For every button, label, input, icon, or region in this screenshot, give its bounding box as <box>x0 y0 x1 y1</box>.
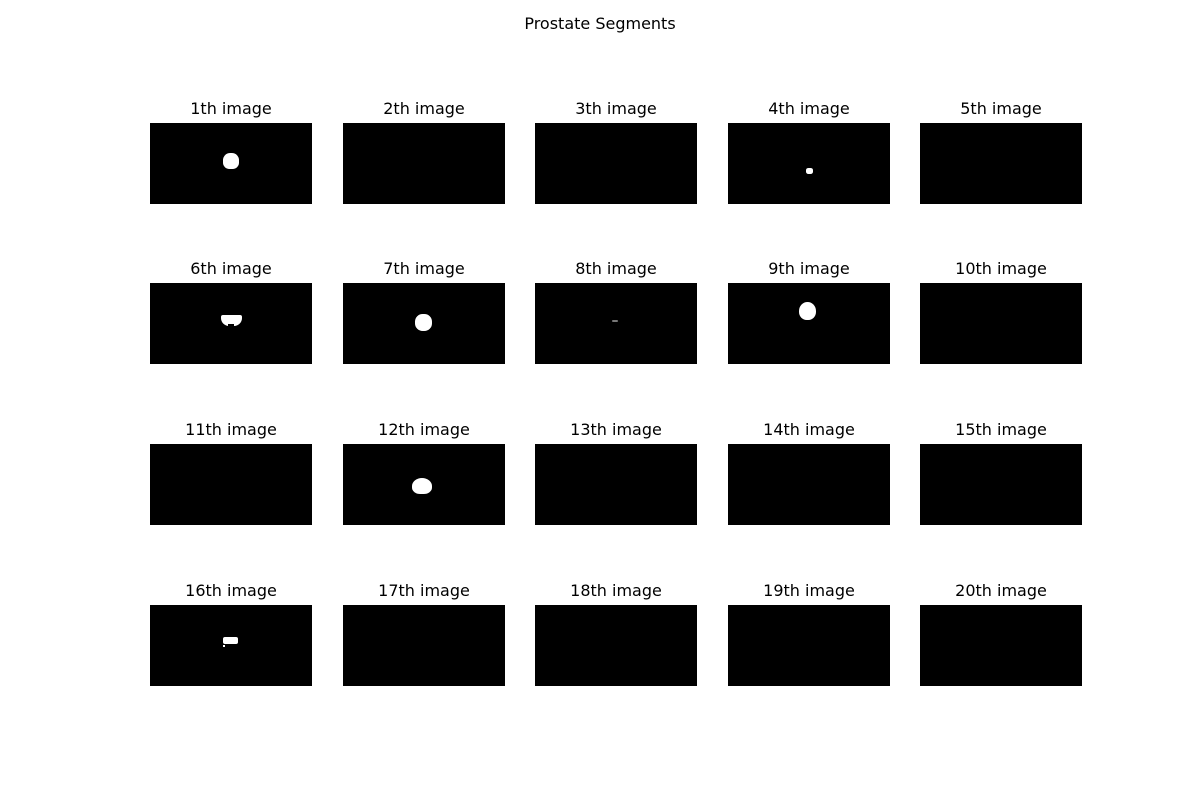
segmentation-mask <box>535 444 697 525</box>
image-panel: 7th image <box>343 259 505 364</box>
panel-title: 3th image <box>575 99 657 118</box>
prostate-region <box>799 302 816 320</box>
segmentation-mask <box>728 605 890 686</box>
image-panel: 19th image <box>728 581 890 686</box>
image-panel: 20th image <box>920 581 1082 686</box>
panel-title: 14th image <box>763 420 855 439</box>
prostate-region <box>223 637 238 644</box>
segmentation-mask <box>343 123 505 204</box>
segmentation-mask <box>728 283 890 364</box>
prostate-region <box>806 168 813 174</box>
panel-title: 12th image <box>378 420 470 439</box>
segmentation-mask <box>920 123 1082 204</box>
image-panel: 11th image <box>150 420 312 525</box>
figure-title: Prostate Segments <box>524 14 676 33</box>
panel-title: 6th image <box>190 259 272 278</box>
image-panel: 16th image <box>150 581 312 686</box>
prostate-region <box>228 324 234 329</box>
segmentation-mask <box>728 123 890 204</box>
segmentation-mask <box>920 605 1082 686</box>
segmentation-mask <box>150 605 312 686</box>
panel-title: 15th image <box>955 420 1047 439</box>
segmentation-mask <box>343 444 505 525</box>
panel-title: 5th image <box>960 99 1042 118</box>
panel-title: 4th image <box>768 99 850 118</box>
panel-title: 18th image <box>570 581 662 600</box>
image-panel: 3th image <box>535 99 697 204</box>
segmentation-mask <box>535 123 697 204</box>
image-panel: 6th image <box>150 259 312 364</box>
image-panel: 17th image <box>343 581 505 686</box>
panel-title: 11th image <box>185 420 277 439</box>
prostate-region <box>412 478 432 494</box>
panel-title: 10th image <box>955 259 1047 278</box>
prostate-region <box>223 153 239 169</box>
image-panel: 2th image <box>343 99 505 204</box>
image-panel: 4th image <box>728 99 890 204</box>
image-panel: 10th image <box>920 259 1082 364</box>
image-panel: 13th image <box>535 420 697 525</box>
panel-title: 16th image <box>185 581 277 600</box>
panel-title: 7th image <box>383 259 465 278</box>
panel-title: 1th image <box>190 99 272 118</box>
panel-title: 13th image <box>570 420 662 439</box>
prostate-region <box>221 315 242 326</box>
panel-title: 19th image <box>763 581 855 600</box>
segmentation-mask <box>920 444 1082 525</box>
segmentation-mask <box>150 123 312 204</box>
segmentation-mask <box>150 444 312 525</box>
panel-title: 20th image <box>955 581 1047 600</box>
segmentation-mask <box>535 605 697 686</box>
segmentation-mask <box>343 283 505 364</box>
panel-title: 8th image <box>575 259 657 278</box>
prostate-region <box>415 314 432 331</box>
image-panel: 14th image <box>728 420 890 525</box>
panel-title: 17th image <box>378 581 470 600</box>
segmentation-mask <box>535 283 697 364</box>
image-panel: 1th image <box>150 99 312 204</box>
image-panel: 8th image <box>535 259 697 364</box>
prostate-region <box>223 645 225 647</box>
image-panel: 18th image <box>535 581 697 686</box>
image-panel: 15th image <box>920 420 1082 525</box>
image-panel: 9th image <box>728 259 890 364</box>
segmentation-mask <box>920 283 1082 364</box>
segmentation-mask <box>343 605 505 686</box>
segmentation-mask <box>150 283 312 364</box>
image-panel: 5th image <box>920 99 1082 204</box>
panel-title: 9th image <box>768 259 850 278</box>
prostate-region <box>612 320 618 322</box>
panel-title: 2th image <box>383 99 465 118</box>
image-panel: 12th image <box>343 420 505 525</box>
segmentation-mask <box>728 444 890 525</box>
